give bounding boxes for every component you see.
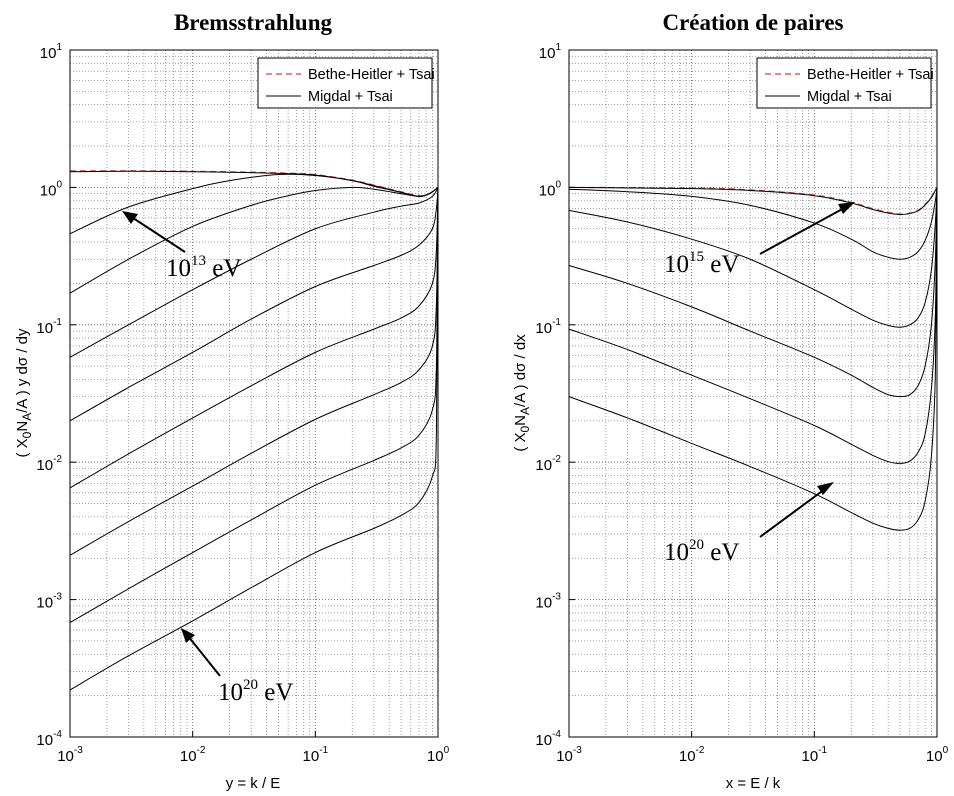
bremsstrahlung-y-tick-label: 10-4 — [36, 729, 62, 749]
bremsstrahlung-energy-label: 1020 eV — [218, 677, 293, 706]
bremsstrahlung-annotation-high-energy: 1020 eV — [181, 628, 293, 706]
pair-creation-y-axis-label-graphic: ( X0NA/A ) dσ / dx — [512, 334, 532, 452]
bremsstrahlung-y-tick-label: 10-1 — [36, 317, 62, 337]
pair-creation-x-tick-label: 10-2 — [679, 745, 705, 765]
pair-creation-annotation-low-energy: 1015 eV — [664, 202, 855, 278]
pair-creation-arrow-shaft — [759, 206, 847, 255]
pair-creation-x-axis-label: x = E / k — [726, 775, 781, 792]
pair-creation-arrow-head — [838, 202, 855, 214]
pair-creation-panel: Création de paires 10-3 10-2 10-1 10010-410… — [512, 10, 949, 792]
pair-creation-arrow-shaft — [759, 488, 826, 538]
bremsstrahlung-title: Bremsstrahlung — [174, 10, 333, 35]
pair-creation-legend-box — [756, 57, 932, 109]
pair-creation-migdal-curve — [568, 186, 938, 216]
bremsstrahlung-y-tick-label: 10-2 — [36, 454, 62, 474]
bremsstrahlung-y-tick-label: 101 — [40, 42, 63, 62]
pair-creation-legend-bethe-heitler: Bethe-Heitler + Tsai — [807, 67, 934, 83]
bremsstrahlung-arrow-shaft — [187, 635, 221, 677]
bremsstrahlung-migdal-curve — [69, 187, 439, 624]
pair-creation-annotation-high-energy: 1020 eV — [664, 482, 834, 566]
bremsstrahlung-x-tick-label: 10-3 — [57, 745, 83, 765]
bremsstrahlung-panel: Bremsstrahlung 10-3 10-2 10-1 10010-410-310… — [14, 10, 450, 792]
bremsstrahlung-plot-frame — [69, 49, 439, 738]
pair-creation-arrow-head — [817, 482, 834, 495]
pair-creation-x-tick-label: 10-3 — [556, 745, 582, 765]
pair-creation-y-tick-label: 10-3 — [535, 592, 561, 612]
pair-creation-plot-frame — [568, 49, 938, 738]
bremsstrahlung-arrow-head — [122, 211, 138, 224]
pair-creation-y-tick-label: 100 — [539, 179, 562, 199]
pair-creation-y-tick-label: 10-2 — [535, 454, 561, 474]
bremsstrahlung-x-axis-label: y = k / E — [226, 775, 281, 792]
bremsstrahlung-migdal-curve — [69, 186, 439, 294]
bremsstrahlung-curves — [69, 170, 439, 691]
pair-creation-x-tick-label: 10-1 — [802, 745, 828, 765]
pair-creation-migdal-curve — [568, 187, 938, 464]
pair-creation-migdal-curve — [568, 187, 938, 260]
pair-creation-migdal-curve — [568, 187, 938, 328]
bremsstrahlung-x-tick-label: 10-2 — [180, 745, 206, 765]
pair-creation-curves — [568, 186, 938, 531]
bremsstrahlung-x-tick-label: 100 — [427, 745, 450, 765]
pair-creation-energy-label: 1020 eV — [664, 537, 739, 566]
pair-creation-energy-label: 1015 eV — [664, 249, 739, 278]
pair-creation-y-tick-label: 101 — [539, 42, 562, 62]
pair-creation-grid — [569, 50, 937, 737]
pair-creation-legend-migdal: Migdal + Tsai — [807, 89, 892, 105]
bremsstrahlung-y-axis-label: ( X0NA/A ) y dσ / dy — [14, 328, 34, 458]
bremsstrahlung-legend-migdal: Migdal + Tsai — [308, 89, 393, 105]
bremsstrahlung-migdal-curve — [69, 187, 439, 358]
bremsstrahlung-annotation-low-energy: 1013 eV — [122, 211, 241, 282]
bremsstrahlung-legend-bethe-heitler: Bethe-Heitler + Tsai — [308, 67, 435, 83]
pair-creation-legend: Bethe-Heitler + Tsai Migdal + Tsai — [756, 57, 934, 109]
bremsstrahlung-x-tick-label: 10-1 — [303, 745, 329, 765]
pair-creation-y-axis-label: ( X0NA/A ) dσ / dx — [512, 334, 532, 452]
pair-creation-y-tick-label: 10-1 — [535, 317, 561, 337]
bremsstrahlung-legend-box — [257, 57, 433, 109]
bremsstrahlung-y-tick-label: 100 — [40, 179, 63, 199]
pair-creation-title: Création de paires — [662, 10, 843, 35]
bremsstrahlung-arrow-shaft — [129, 215, 186, 253]
bremsstrahlung-migdal-curve — [69, 187, 439, 556]
bremsstrahlung-legend: Bethe-Heitler + Tsai Migdal + Tsai — [257, 57, 435, 109]
bremsstrahlung-y-tick-label: 10-3 — [36, 592, 62, 612]
pair-creation-migdal-curve — [568, 187, 938, 398]
pair-creation-migdal-curve — [568, 193, 938, 531]
pair-creation-x-tick-label: 100 — [926, 745, 949, 765]
bremsstrahlung-arrow-head — [181, 628, 195, 643]
bremsstrahlung-migdal-curve — [69, 187, 439, 489]
bremsstrahlung-energy-label: 1013 eV — [166, 253, 241, 282]
bremsstrahlung-y-axis-label-graphic: ( X0NA/A ) y dσ / dy — [14, 328, 34, 458]
bremsstrahlung-migdal-curve — [69, 187, 439, 422]
bremsstrahlung-migdal-curve — [69, 193, 439, 691]
pair-creation-y-tick-label: 10-4 — [535, 729, 561, 749]
